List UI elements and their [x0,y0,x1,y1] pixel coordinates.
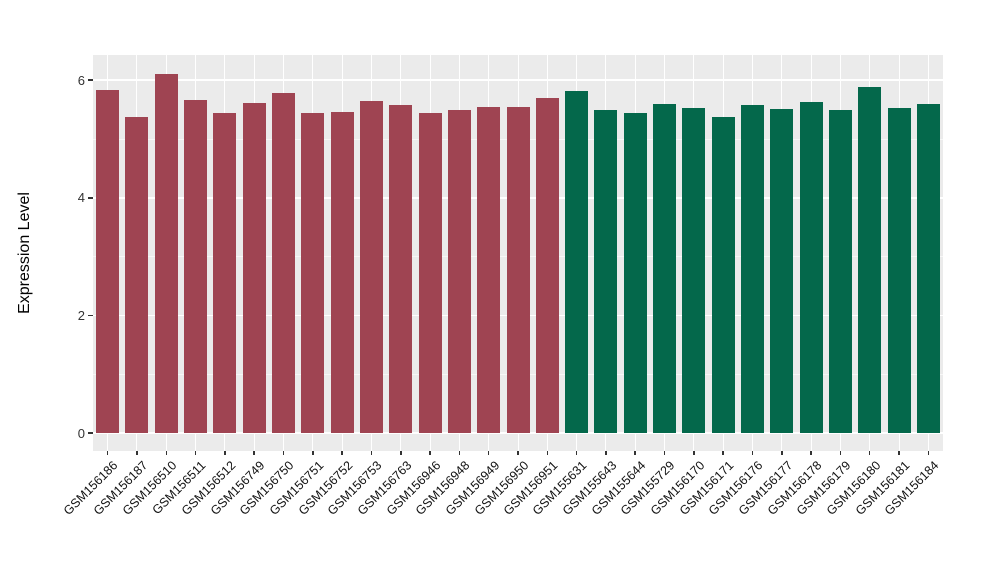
y-tick-mark [88,79,93,81]
y-tick-label: 4 [77,190,85,206]
bar-GSM156753 [359,101,383,433]
x-tick-mark [165,451,168,455]
bar-GSM156949 [477,107,501,433]
x-tick-mark [927,451,930,455]
y-tick-label: 6 [77,72,85,88]
x-tick-mark [253,451,255,455]
bar-GSM156511 [184,99,208,433]
x-tick-mark [781,451,783,455]
bar-GSM156751 [301,113,325,433]
bar-GSM156177 [770,109,794,433]
x-tick-mark [663,451,666,455]
x-tick-mark [341,451,343,455]
bar-GSM155644 [623,112,647,433]
x-tick-mark [312,451,314,455]
bar-GSM155643 [594,109,618,433]
bar-GSM156187 [125,117,149,433]
x-tick-mark [458,451,461,455]
bar-GSM156184 [916,103,940,433]
bar-GSM156749 [242,102,266,433]
bar-GSM156180 [858,87,882,433]
major-gridline [93,79,943,81]
x-tick-mark [898,451,900,455]
x-tick-mark [575,451,578,455]
x-tick-mark [487,451,490,455]
x-tick-mark [634,451,636,455]
x-tick-mark [106,451,109,455]
bar-GSM156752 [330,111,354,433]
y-tick-mark [88,432,93,434]
x-tick-mark [282,451,285,455]
x-tick-mark [136,451,138,455]
bar-GSM156181 [887,108,911,433]
x-tick-mark [605,451,607,455]
x-tick-mark [224,451,226,455]
x-tick-mark [370,451,373,455]
x-tick-mark [693,451,695,455]
plot-panel [93,55,943,451]
y-tick-mark [88,314,93,317]
bar-GSM156178 [799,101,823,433]
y-tick-label: 2 [77,307,85,323]
y-axis-title: Expression Level [16,192,33,314]
bar-GSM156951 [535,97,559,433]
bar-GSM156948 [447,110,471,433]
x-tick-mark [194,451,197,455]
x-tick-mark [810,451,812,455]
bar-GSM155729 [653,103,677,433]
bar-GSM156186 [96,90,120,433]
bar-GSM156176 [740,105,764,433]
x-tick-mark [546,451,549,455]
bar-GSM156763 [389,105,413,433]
bar-GSM156179 [828,109,852,433]
bar-GSM156170 [682,108,706,433]
bar-GSM156510 [154,73,178,433]
bar-GSM156171 [711,117,735,433]
x-tick-mark [429,451,431,455]
bar-GSM155631 [565,91,589,433]
x-tick-mark [400,451,402,455]
y-tick-label: 0 [77,425,85,441]
x-tick-mark [839,451,842,455]
bar-GSM156512 [213,112,237,433]
major-gridline [93,432,943,434]
bar-GSM156750 [272,92,296,433]
x-tick-mark [722,451,724,455]
bar-GSM156950 [506,106,530,433]
x-tick-mark [751,451,754,455]
x-tick-mark [868,451,871,455]
x-tick-mark [517,451,519,455]
y-axis-title-box: Expression Level [10,55,40,451]
bar-GSM156946 [418,113,442,433]
y-tick-mark [88,197,93,199]
